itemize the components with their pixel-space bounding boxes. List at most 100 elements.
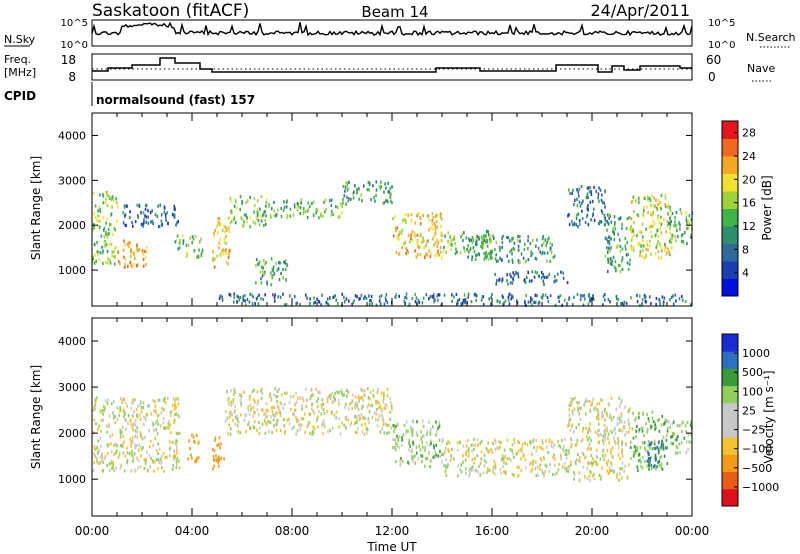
scatter-cell [294, 295, 296, 299]
freq-rtick-bottom: 0 [708, 70, 716, 84]
scatter-cell [604, 219, 607, 223]
scatter-cell [552, 455, 554, 459]
scatter-cell [218, 455, 220, 459]
scatter-cell [172, 440, 175, 444]
scatter-cell [236, 424, 239, 428]
scatter-cell [225, 228, 228, 232]
scatter-cell [142, 222, 144, 226]
colorbar-segment [722, 368, 738, 387]
scatter-cell [102, 412, 104, 416]
scatter-cell [224, 230, 226, 234]
scatter-cell [233, 217, 235, 221]
scatter-cell [666, 220, 669, 224]
scatter-cell [675, 223, 678, 227]
scatter-cell [321, 214, 324, 218]
scatter-cell [337, 302, 339, 306]
scatter-cell [664, 245, 667, 249]
scatter-cell [133, 421, 135, 426]
scatter-cell [641, 235, 644, 239]
scatter-cell [597, 192, 600, 196]
scatter-cell [512, 278, 515, 282]
scatter-cell [497, 259, 499, 263]
scatter-cell [508, 293, 510, 297]
scatter-cell [109, 434, 111, 439]
scatter-cell [302, 207, 305, 211]
scatter-cell [688, 221, 691, 225]
scatter-cell [317, 415, 319, 419]
scatter-cell [135, 407, 138, 411]
scatter-cell [341, 393, 344, 397]
scatter-cell [366, 405, 369, 409]
scatter-cell [261, 391, 264, 395]
scatter-cell [141, 437, 144, 441]
scatter-cell [140, 445, 142, 449]
scatter-cell [481, 237, 484, 241]
scatter-cell [486, 467, 489, 471]
scatter-cell [253, 210, 255, 214]
scatter-cell [283, 200, 285, 204]
scatter-cell [598, 428, 601, 432]
scatter-cell [270, 396, 273, 400]
scatter-cell [375, 188, 378, 192]
scatter-cell [487, 257, 490, 261]
scatter-cell [501, 240, 504, 245]
scatter-cell [551, 243, 553, 247]
scatter-cell [686, 241, 688, 245]
scatter-cell [570, 397, 573, 401]
scatter-cell [517, 248, 520, 252]
scatter-cell [525, 293, 527, 298]
scatter-cell [547, 300, 550, 304]
scatter-cell [408, 438, 411, 442]
scatter-cell [650, 212, 652, 216]
scatter-cell [610, 396, 613, 401]
scatter-cell [236, 294, 239, 298]
scatter-cell [592, 461, 594, 465]
scatter-cell [93, 461, 95, 465]
scatter-cell [277, 295, 280, 299]
scatter-cell [540, 295, 543, 299]
scatter-cell [531, 298, 533, 302]
scatter-cell [136, 243, 138, 247]
scatter-cell [653, 439, 656, 443]
scatter-cell [99, 436, 102, 440]
scatter-cell [519, 260, 521, 264]
scatter-cell [438, 253, 441, 257]
scatter-cell [104, 244, 106, 248]
scatter-cell [120, 396, 122, 401]
y-tick-label: 3000 [58, 174, 86, 187]
scatter-cell [201, 251, 204, 255]
scatter-cell [609, 249, 611, 253]
scatter-cell [354, 184, 356, 188]
scatter-cell [604, 189, 606, 193]
scatter-cell [278, 409, 281, 413]
scatter-cell [354, 406, 356, 410]
scatter-cell [144, 214, 146, 218]
scatter-cell [513, 248, 516, 252]
scatter-cell [513, 441, 516, 445]
scatter-cell [182, 234, 184, 238]
scatter-cell [629, 445, 632, 449]
scatter-cell [173, 457, 175, 462]
scatter-cell [603, 293, 606, 297]
scatter-cell [544, 463, 547, 467]
scatter-cell [639, 303, 641, 307]
scatter-cell [412, 459, 414, 463]
colorbar-tick-label: −500 [742, 462, 772, 475]
scatter-cell [650, 224, 652, 229]
scatter-cell [524, 299, 526, 303]
scatter-cell [263, 272, 266, 276]
scatter-cell [111, 195, 114, 199]
scatter-cell [131, 264, 133, 269]
scatter-cell [558, 299, 560, 303]
scatter-cell [96, 460, 98, 464]
scatter-cell [487, 441, 489, 445]
scatter-cell [383, 201, 386, 205]
scatter-cell [270, 283, 273, 287]
scatter-cell [602, 303, 604, 307]
scatter-cell [608, 216, 610, 220]
scatter-cell [293, 205, 296, 209]
scatter-cell [689, 303, 692, 307]
scatter-cell [630, 238, 633, 242]
scatter-cell [606, 429, 608, 433]
scatter-cell [106, 402, 109, 406]
